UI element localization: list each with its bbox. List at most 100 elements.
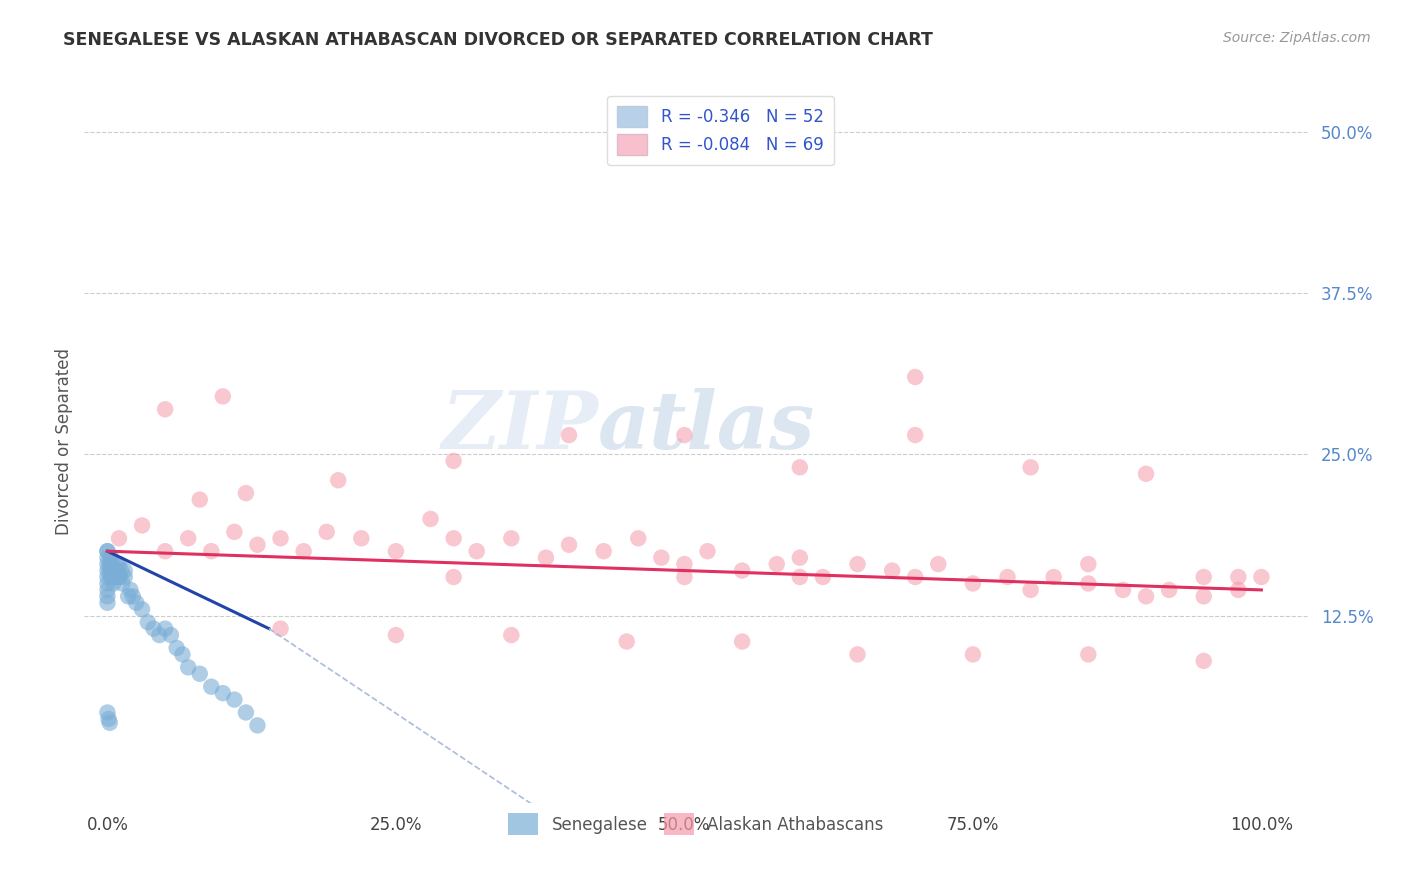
Text: SENEGALESE VS ALASKAN ATHABASCAN DIVORCED OR SEPARATED CORRELATION CHART: SENEGALESE VS ALASKAN ATHABASCAN DIVORCE… — [63, 31, 934, 49]
Point — [114, 570, 136, 584]
Point — [96, 596, 118, 610]
Point — [224, 692, 246, 706]
Point — [627, 531, 650, 545]
Point — [136, 615, 159, 630]
Point — [188, 666, 211, 681]
Point — [117, 590, 139, 604]
Point — [101, 557, 124, 571]
Point — [96, 576, 118, 591]
Point — [1192, 654, 1215, 668]
Point — [1077, 557, 1099, 571]
Point — [98, 715, 121, 730]
Point — [292, 544, 315, 558]
Point — [103, 564, 125, 578]
Point — [315, 524, 337, 539]
Point — [200, 544, 222, 558]
Point — [882, 564, 904, 578]
Point — [962, 648, 984, 662]
Point — [211, 686, 233, 700]
Point — [104, 570, 127, 584]
Point — [465, 544, 488, 558]
Point — [696, 544, 718, 558]
Point — [110, 564, 132, 578]
Text: ZIP: ZIP — [441, 388, 598, 466]
Point — [1192, 590, 1215, 604]
Point — [731, 564, 754, 578]
Point — [1227, 582, 1250, 597]
Point — [904, 428, 927, 442]
Point — [328, 473, 350, 487]
Point — [846, 557, 869, 571]
Point — [1019, 582, 1042, 597]
Point — [131, 602, 153, 616]
Point — [270, 531, 292, 545]
Point — [904, 570, 927, 584]
Point — [235, 706, 257, 720]
Point — [558, 428, 581, 442]
Point — [103, 564, 125, 578]
Point — [153, 402, 176, 417]
Point — [96, 564, 118, 578]
Point — [97, 712, 120, 726]
Point — [235, 486, 257, 500]
Point — [166, 640, 188, 655]
Point — [731, 634, 754, 648]
Point — [789, 570, 811, 584]
Point — [385, 544, 408, 558]
Point — [246, 718, 269, 732]
Point — [534, 550, 557, 565]
Point — [904, 370, 927, 384]
Point — [148, 628, 170, 642]
Point — [108, 570, 131, 584]
Point — [103, 576, 125, 591]
Point — [962, 576, 984, 591]
Text: Source: ZipAtlas.com: Source: ZipAtlas.com — [1223, 31, 1371, 45]
Point — [927, 557, 949, 571]
Point — [1135, 467, 1157, 481]
Point — [108, 557, 131, 571]
Point — [1112, 582, 1135, 597]
Point — [96, 550, 118, 565]
Point — [108, 531, 131, 545]
Point — [997, 570, 1019, 584]
Point — [650, 550, 672, 565]
Point — [111, 576, 134, 591]
Point — [121, 590, 143, 604]
Point — [105, 557, 128, 571]
Point — [1019, 460, 1042, 475]
Point — [172, 648, 194, 662]
Point — [1077, 576, 1099, 591]
Point — [1250, 570, 1272, 584]
Point — [270, 622, 292, 636]
Point — [1227, 570, 1250, 584]
Point — [765, 557, 787, 571]
Point — [789, 550, 811, 565]
Point — [153, 622, 176, 636]
Point — [200, 680, 222, 694]
Point — [673, 428, 696, 442]
Point — [100, 570, 122, 584]
Point — [96, 590, 118, 604]
Point — [673, 557, 696, 571]
Point — [673, 570, 696, 584]
Legend: Senegalese, Alaskan Athabascans: Senegalese, Alaskan Athabascans — [502, 806, 890, 841]
Point — [100, 550, 122, 565]
Point — [443, 570, 465, 584]
Point — [125, 596, 148, 610]
Point — [108, 570, 131, 584]
Point — [96, 582, 118, 597]
Point — [789, 460, 811, 475]
Point — [1042, 570, 1064, 584]
Point — [153, 544, 176, 558]
Point — [350, 531, 373, 545]
Point — [105, 570, 128, 584]
Point — [1192, 570, 1215, 584]
Point — [501, 628, 523, 642]
Point — [177, 531, 200, 545]
Point — [419, 512, 441, 526]
Point — [96, 570, 118, 584]
Point — [211, 389, 233, 403]
Point — [811, 570, 834, 584]
Point — [96, 706, 118, 720]
Point — [246, 538, 269, 552]
